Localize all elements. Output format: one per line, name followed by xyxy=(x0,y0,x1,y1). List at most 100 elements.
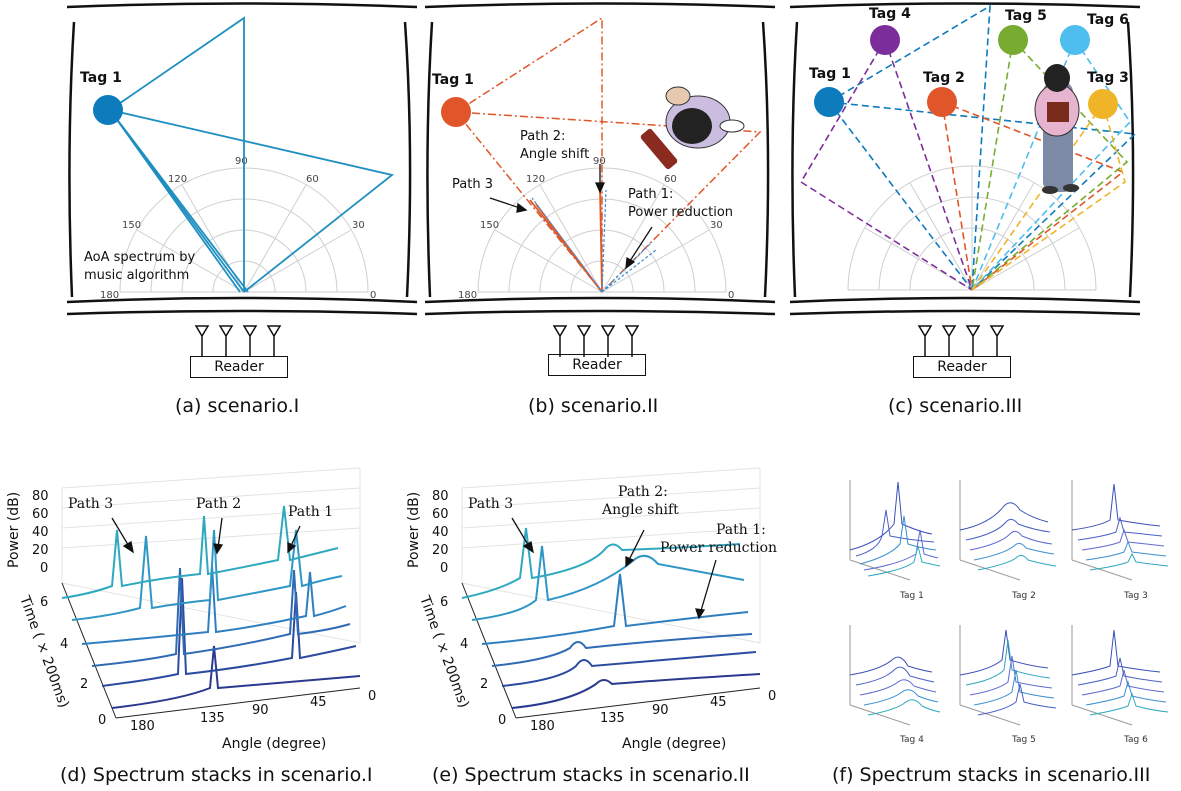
caption-d: (d) Spectrum stacks in scenario.I xyxy=(60,764,373,786)
power-axis-label: Power (dB) xyxy=(406,492,422,568)
tag-3-label: Tag 3 xyxy=(1087,70,1129,86)
power-tick-20: 20 xyxy=(432,543,449,558)
tag-6-marker xyxy=(1060,25,1090,55)
angle-axis-label: Angle (degree) xyxy=(222,736,326,752)
polar-tick-150: 150 xyxy=(122,220,141,231)
path-2-label-line2: Angle shift xyxy=(520,147,589,162)
tag-1-label: Tag 1 xyxy=(80,70,122,86)
angle-tick-45: 45 xyxy=(710,695,727,710)
tag-2-marker xyxy=(927,87,957,117)
polar-tick-120: 120 xyxy=(526,174,545,185)
power-tick-40: 40 xyxy=(432,525,449,540)
reader-label: Reader xyxy=(214,359,264,375)
panel-c-scenario-3: Tag 1 Tag 2 Tag 3 Tag 4 Tag 5 Tag 6 xyxy=(789,2,1141,357)
polar-tick-30: 30 xyxy=(710,220,723,231)
time-tick-0: 0 xyxy=(498,713,506,728)
tag-2-label: Tag 2 xyxy=(923,70,965,86)
path-3-label: Path 3 xyxy=(452,177,493,192)
tag-4-marker xyxy=(870,25,900,55)
time-tick-4: 4 xyxy=(60,637,68,652)
angle-tick-45: 45 xyxy=(310,695,327,710)
angle-tick-135: 135 xyxy=(600,711,625,726)
mini-plot-tag-1 xyxy=(849,480,941,581)
tag-1-marker xyxy=(441,97,471,127)
reader-antennas xyxy=(194,325,282,357)
caption-c: (c) scenario.III xyxy=(888,395,1023,417)
tag-1-marker xyxy=(93,95,123,125)
mini-tag-2-label: Tag 2 xyxy=(1011,591,1036,601)
path-1-label: Path 1 xyxy=(288,504,333,520)
mini-tag-3-label: Tag 3 xyxy=(1123,591,1148,601)
polar-tick-180: 180 xyxy=(100,290,119,301)
polar-tick-150: 150 xyxy=(480,220,499,231)
aoa-note-line1: AoA spectrum by xyxy=(84,250,196,265)
tag-5-marker xyxy=(998,25,1028,55)
angle-axis-label: Angle (degree) xyxy=(622,736,726,752)
power-tick-60: 60 xyxy=(32,507,49,522)
time-tick-6: 6 xyxy=(40,595,48,610)
time-tick-4: 4 xyxy=(460,637,468,652)
mini-tag-6-label: Tag 6 xyxy=(1123,735,1148,745)
angle-tick-135: 135 xyxy=(200,711,225,726)
panel-f-spectrum-stacks: Tag 1 Tag 2 Tag 3 Tag 4 Tag 5 Tag 6 xyxy=(849,480,1169,745)
mini-plot-tag-3 xyxy=(1071,480,1169,581)
tag-1-marker xyxy=(814,87,844,117)
path-3-label: Path 3 xyxy=(68,496,113,512)
room-right-wall xyxy=(403,21,412,298)
reader-box-a: Reader xyxy=(190,356,288,378)
time-tick-2: 2 xyxy=(80,677,88,692)
angle-tick-180: 180 xyxy=(130,719,155,734)
tag-3-marker xyxy=(1088,89,1118,119)
spectrum-curves xyxy=(61,505,361,709)
caption-e: (e) Spectrum stacks in scenario.II xyxy=(432,764,750,786)
signal-paths xyxy=(109,16,395,293)
polar-tick-90: 90 xyxy=(235,156,248,167)
tag-4-label: Tag 4 xyxy=(869,6,911,22)
polar-tick-90: 90 xyxy=(593,156,606,167)
mini-plot-tag-5 xyxy=(959,625,1057,726)
polar-tick-60: 60 xyxy=(306,174,319,185)
mini-plot-tag-2 xyxy=(959,480,1057,581)
panel-d-spectrum-stacks: 80 60 40 20 0 6 4 2 0 180 135 90 45 0 Po… xyxy=(6,467,376,752)
angle-tick-180: 180 xyxy=(530,719,555,734)
time-tick-6: 6 xyxy=(440,595,448,610)
tag-1-label: Tag 1 xyxy=(432,72,474,88)
caption-b: (b) scenario.II xyxy=(528,395,659,417)
polar-tick-60: 60 xyxy=(664,174,677,185)
power-tick-60: 60 xyxy=(432,507,449,522)
signal-paths-dashed xyxy=(455,16,762,293)
path-1-label-line2: Power reduction xyxy=(660,540,777,556)
power-tick-80: 80 xyxy=(432,489,449,504)
path-3-label: Path 3 xyxy=(468,496,513,512)
multi-tag-paths xyxy=(799,4,1137,291)
spectrum-curves xyxy=(461,527,761,709)
angle-tick-0: 0 xyxy=(368,689,376,704)
mini-tag-4-label: Tag 4 xyxy=(899,735,924,745)
path-2-label-line1: Path 2: xyxy=(618,484,668,500)
power-tick-20: 20 xyxy=(32,543,49,558)
angle-tick-90: 90 xyxy=(652,703,669,718)
mini-plot-tag-4 xyxy=(849,625,941,726)
aoa-note-line2: music algorithm xyxy=(84,268,189,283)
tag-1-label: Tag 1 xyxy=(809,66,851,82)
path-1-label-line1: Path 1: xyxy=(716,522,766,538)
path-1-label-line1: Path 1: xyxy=(628,187,673,202)
room-top-wall xyxy=(66,2,418,9)
polar-tick-120: 120 xyxy=(168,174,187,185)
person-figure xyxy=(640,86,745,170)
mini-tag-1-label: Tag 1 xyxy=(899,591,924,601)
power-tick-40: 40 xyxy=(32,525,49,540)
path-2-label-line1: Path 2: xyxy=(520,129,565,144)
power-tick-0: 0 xyxy=(440,561,448,576)
tag-5-label: Tag 5 xyxy=(1005,8,1047,24)
reader-box-b: Reader xyxy=(548,354,646,376)
power-tick-80: 80 xyxy=(32,489,49,504)
caption-f: (f) Spectrum stacks in scenario.III xyxy=(832,764,1151,786)
power-axis-label: Power (dB) xyxy=(6,492,22,568)
polar-tick-0: 0 xyxy=(728,290,734,301)
reader-box-c: Reader xyxy=(913,356,1011,378)
angle-tick-0: 0 xyxy=(768,689,776,704)
power-tick-0: 0 xyxy=(40,561,48,576)
caption-a: (a) scenario.I xyxy=(175,395,300,417)
reader-label: Reader xyxy=(572,357,622,373)
